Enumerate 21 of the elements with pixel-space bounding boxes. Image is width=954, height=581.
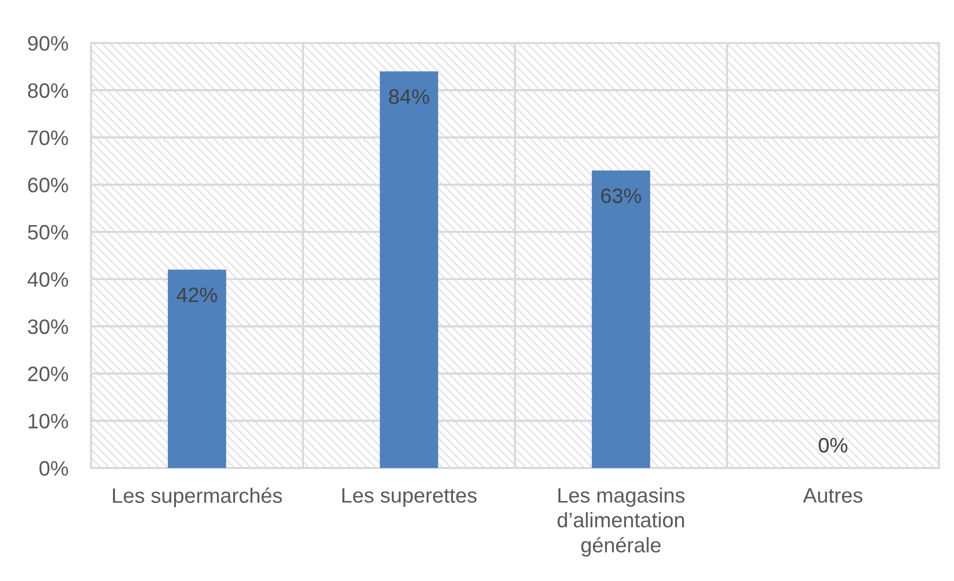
bar (592, 170, 650, 468)
y-tick-label: 0% (39, 461, 68, 476)
data-label: 0% (818, 438, 848, 453)
x-tick-label: Les supermarchés (113, 487, 282, 508)
bar (380, 71, 438, 468)
x-tick-label: Les magasins d’alimentation générale (558, 487, 685, 557)
y-tick-label: 80% (28, 83, 68, 98)
x-tick-label: Les superettes (342, 488, 477, 507)
data-label: 42% (176, 288, 218, 302)
y-tick-label: 90% (28, 36, 68, 51)
y-tick-label: 50% (28, 224, 68, 240)
x-tick-label: Autres (802, 488, 862, 503)
y-tick-label: 60% (28, 178, 68, 192)
y-tick-label: 20% (28, 366, 68, 382)
y-tick-label: 30% (28, 319, 68, 334)
data-label: 84% (389, 89, 430, 104)
y-tick-label: 40% (28, 272, 68, 287)
bar (168, 270, 226, 468)
y-tick-label: 10% (28, 414, 68, 429)
data-label: 63% (601, 188, 642, 204)
y-tick-label: 70% (28, 130, 68, 146)
